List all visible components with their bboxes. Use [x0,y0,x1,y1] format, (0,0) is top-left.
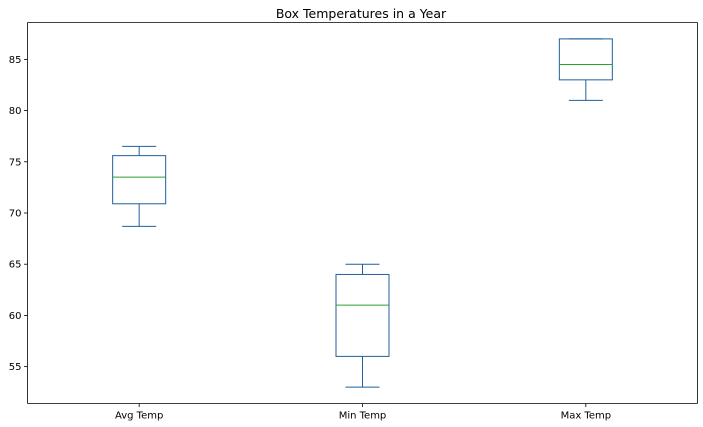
box-avg-temp [112,155,167,205]
x-tick-label-max-temp: Max Temp [561,411,612,422]
y-tick-label-55: 55 [9,362,22,373]
box-max-temp [558,38,613,81]
y-tick-label-75: 75 [9,157,22,168]
y-tick-label-80: 80 [9,106,22,117]
y-tick-label-70: 70 [9,209,22,220]
box-min-temp [335,273,390,357]
plot-area: 55 60 65 70 75 80 85 Avg Temp Min Temp Max Temp [9,22,698,422]
y-tick-label-60: 60 [9,311,22,322]
x-tick-label-min-temp: Min Temp [339,411,387,422]
y-tick-label-85: 85 [9,55,22,66]
x-tick-label-avg-temp: Avg Temp [115,411,163,422]
y-tick-label-65: 65 [9,260,22,271]
chart-title: Box Temperatures in a Year [276,6,447,21]
